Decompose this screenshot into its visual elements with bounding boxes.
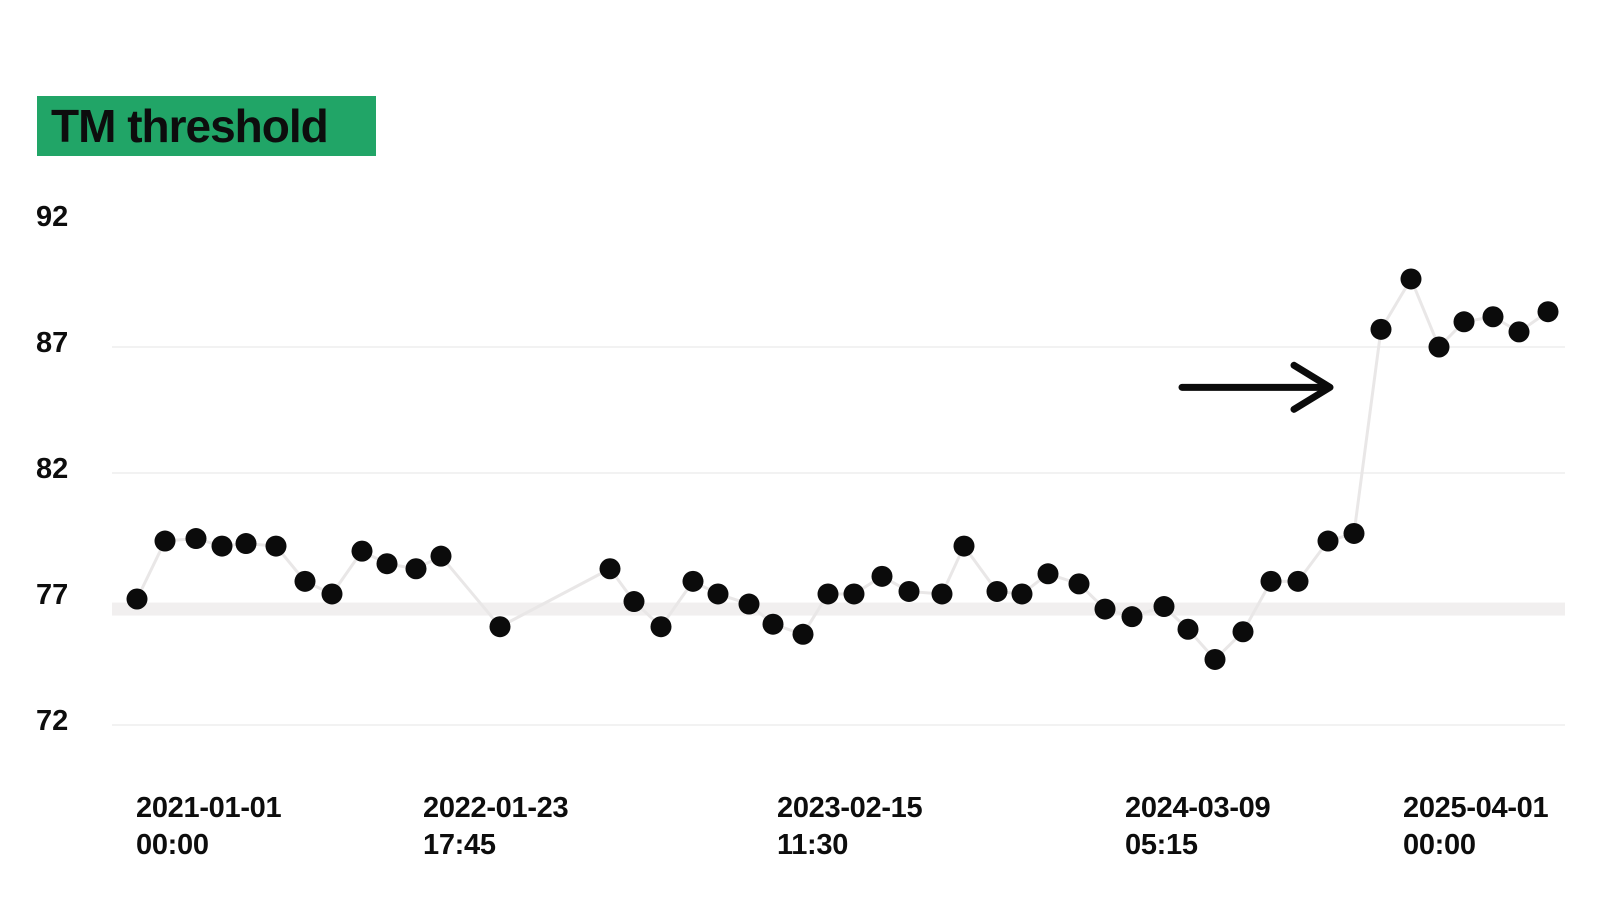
- data-point-39: [1317, 530, 1339, 552]
- data-point-16: [682, 570, 704, 592]
- data-point-27: [986, 580, 1008, 602]
- data-point-25: [931, 583, 953, 605]
- x-tick-date: 2025-04-01: [1403, 792, 1549, 824]
- data-point-26: [953, 535, 975, 557]
- series-connector-line: [135, 277, 1549, 661]
- data-point-35: [1204, 648, 1226, 670]
- x-tick-time: 17:45: [423, 829, 496, 861]
- data-point-47: [1537, 301, 1559, 323]
- threshold-band: [112, 602, 1565, 616]
- data-point-21: [817, 583, 839, 605]
- data-point-7: [321, 583, 343, 605]
- x-tick-label-4: 2025-04-01 00:00: [1403, 790, 1549, 864]
- data-point-31: [1094, 598, 1116, 620]
- data-point-8: [351, 540, 373, 562]
- data-point-12: [489, 616, 511, 638]
- y-tick-label-82: 82: [36, 453, 69, 485]
- x-tick-date: 2022-01-23: [423, 792, 569, 824]
- y-tick-label-87: 87: [36, 327, 69, 359]
- chart-title-badge: TM threshold: [37, 96, 376, 156]
- data-point-6: [294, 570, 316, 592]
- data-point-42: [1400, 268, 1422, 290]
- data-point-14: [623, 591, 645, 613]
- data-point-10: [405, 558, 427, 580]
- chart-title: TM threshold: [51, 100, 329, 152]
- data-point-19: [762, 613, 784, 635]
- data-point-15: [650, 616, 672, 638]
- data-point-28: [1011, 583, 1033, 605]
- data-point-18: [738, 593, 760, 615]
- x-tick-label-0: 2021-01-01 00:00: [136, 790, 282, 864]
- data-point-1: [154, 530, 176, 552]
- data-point-36: [1232, 621, 1254, 643]
- x-tick-label-2: 2023-02-15 11:30: [777, 790, 923, 864]
- data-point-2: [185, 528, 207, 550]
- data-point-32: [1121, 606, 1143, 628]
- y-tick-label-92: 92: [36, 201, 69, 233]
- x-tick-time: 00:00: [136, 829, 209, 861]
- data-point-33: [1153, 596, 1175, 618]
- data-point-20: [792, 623, 814, 645]
- data-point-24: [898, 580, 920, 602]
- data-point-13: [599, 558, 621, 580]
- data-point-29: [1037, 563, 1059, 585]
- data-point-46: [1508, 321, 1530, 343]
- annotation-arrow-head: [1290, 361, 1334, 413]
- data-point-22: [843, 583, 865, 605]
- data-point-17: [707, 583, 729, 605]
- data-point-0: [126, 588, 148, 610]
- data-point-38: [1287, 570, 1309, 592]
- data-point-43: [1428, 336, 1450, 358]
- data-point-3: [211, 535, 233, 557]
- x-tick-time: 05:15: [1125, 829, 1198, 861]
- x-tick-date: 2021-01-01: [136, 792, 282, 824]
- x-tick-label-3: 2024-03-09 05:15: [1125, 790, 1271, 864]
- x-tick-date: 2023-02-15: [777, 792, 923, 824]
- y-tick-label-72: 72: [36, 705, 69, 737]
- data-point-40: [1343, 522, 1365, 544]
- data-point-11: [430, 545, 452, 567]
- data-point-5: [265, 535, 287, 557]
- data-point-41: [1370, 318, 1392, 340]
- data-point-45: [1482, 306, 1504, 328]
- x-tick-time: 00:00: [1403, 829, 1476, 861]
- x-tick-label-1: 2022-01-23 17:45: [423, 790, 569, 864]
- data-point-4: [235, 533, 257, 555]
- y-tick-label-77: 77: [36, 579, 69, 611]
- data-point-9: [376, 553, 398, 575]
- x-tick-date: 2024-03-09: [1125, 792, 1271, 824]
- data-point-37: [1260, 570, 1282, 592]
- data-point-34: [1177, 618, 1199, 640]
- x-tick-time: 11:30: [777, 829, 849, 861]
- data-point-44: [1453, 311, 1475, 333]
- data-point-30: [1068, 573, 1090, 595]
- data-point-23: [871, 565, 893, 587]
